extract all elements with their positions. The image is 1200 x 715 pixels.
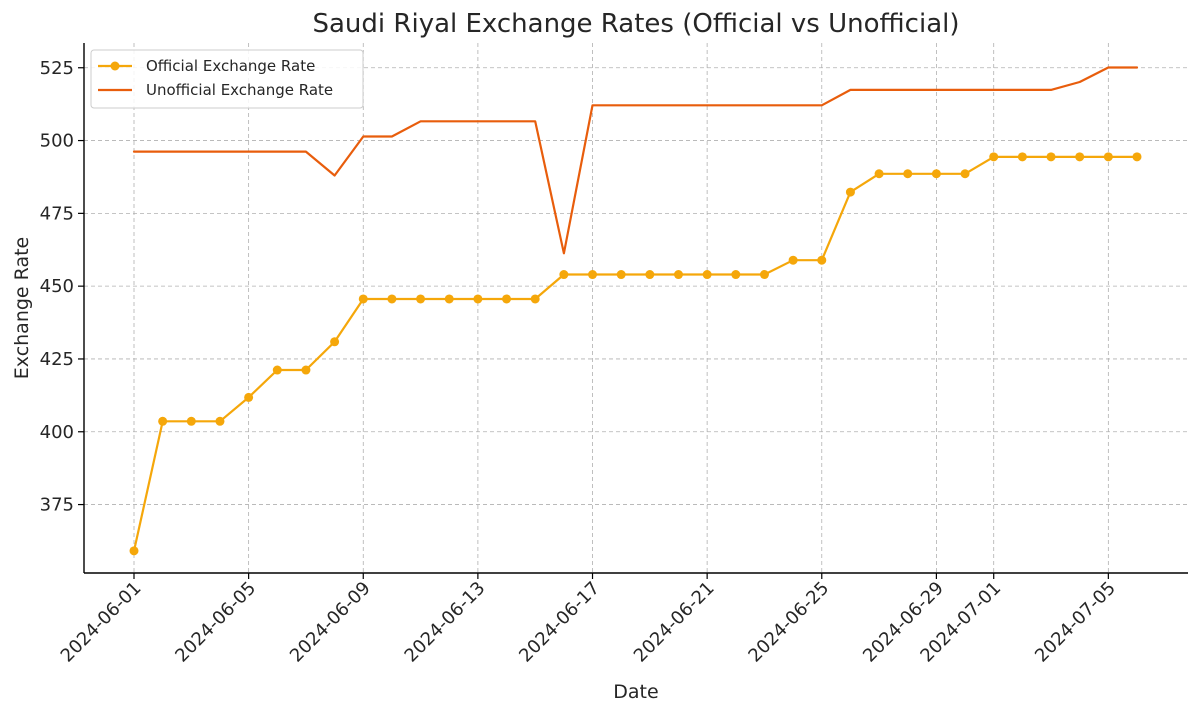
data-point-official xyxy=(960,169,970,179)
x-tick-label: 2024-06-09 xyxy=(286,578,375,667)
data-point-official xyxy=(1103,152,1113,162)
series-line-unofficial xyxy=(132,66,1139,255)
data-point-official xyxy=(186,416,196,426)
axes xyxy=(78,43,1188,579)
x-tick-label: 2024-06-13 xyxy=(401,578,490,667)
data-point-official xyxy=(559,270,569,280)
legend-label-official: Official Exchange Rate xyxy=(146,57,315,75)
data-point-official xyxy=(845,187,855,197)
x-tick-label: 2024-06-25 xyxy=(744,578,833,667)
y-tick-label: 425 xyxy=(40,349,74,370)
data-point-official xyxy=(330,337,340,347)
data-point-official xyxy=(931,169,941,179)
data-point-official xyxy=(616,270,626,280)
y-tick-label: 375 xyxy=(40,495,74,516)
data-point-official xyxy=(530,294,540,304)
data-point-official xyxy=(416,294,426,304)
chart-title: Saudi Riyal Exchange Rates (Official vs … xyxy=(313,9,960,39)
data-point-official xyxy=(387,294,397,304)
data-point-official xyxy=(903,169,913,179)
data-point-official xyxy=(731,270,741,280)
tick-labels: 375 400 425 450 475 500 525 2024-06-01 2024-06-0… xyxy=(40,58,1120,667)
data-point-official xyxy=(301,365,311,375)
data-point-official xyxy=(1075,152,1085,162)
data-point-official xyxy=(473,294,483,304)
y-tick-label: 500 xyxy=(40,131,74,152)
data-point-official xyxy=(1132,152,1142,162)
x-axis-label: Date xyxy=(613,681,658,703)
y-tick-label: 450 xyxy=(40,276,74,297)
data-point-official xyxy=(244,392,254,402)
data-point-official xyxy=(788,255,798,265)
data-point-official xyxy=(1017,152,1027,162)
x-tick-label: 2024-06-21 xyxy=(630,578,719,667)
x-tick-label: 2024-06-17 xyxy=(515,578,604,667)
legend-label-unofficial: Unofficial Exchange Rate xyxy=(146,81,333,99)
data-point-official xyxy=(129,546,139,556)
series-line-official xyxy=(132,155,1139,553)
data-point-official xyxy=(158,416,168,426)
data-point-official xyxy=(702,270,712,280)
legend-frame xyxy=(90,49,364,109)
data-point-official xyxy=(358,294,368,304)
data-point-official xyxy=(989,152,999,162)
data-point-official xyxy=(673,270,683,280)
data-point-official xyxy=(817,255,827,265)
data-point-official xyxy=(1046,152,1056,162)
y-tick-label: 525 xyxy=(40,58,74,79)
data-point-official xyxy=(759,270,769,280)
data-point-official xyxy=(588,270,598,280)
y-tick-label: 475 xyxy=(40,203,74,224)
data-point-official xyxy=(645,270,655,280)
data-point-official xyxy=(874,169,884,179)
grid xyxy=(84,43,1188,573)
x-tick-label: 2024-06-05 xyxy=(171,578,260,667)
data-point-official xyxy=(272,365,282,375)
data-point-official xyxy=(502,294,512,304)
x-tick-label: 2024-07-05 xyxy=(1031,578,1120,667)
legend-marker-official xyxy=(110,61,120,71)
legend: Official Exchange Rate Unofficial Exchan… xyxy=(90,49,364,109)
x-tick-label: 2024-06-01 xyxy=(57,578,146,667)
y-axis-label: Exchange Rate xyxy=(11,237,33,379)
y-tick-label: 400 xyxy=(40,422,74,443)
plot-area xyxy=(129,66,1142,556)
data-point-official xyxy=(444,294,454,304)
data-point-official xyxy=(215,416,225,426)
